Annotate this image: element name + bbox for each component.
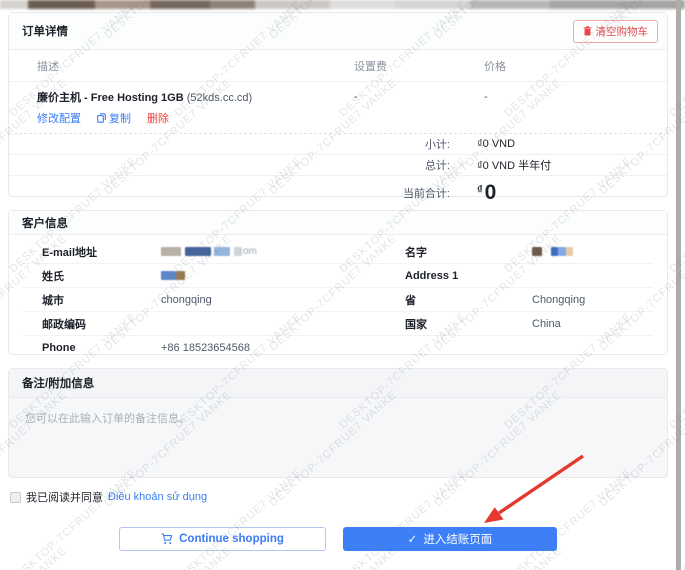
customer-info-card: 客户信息 E-mail地址 om 名字 姓氏 Address 1 城市 chon…	[8, 210, 668, 355]
cart-icon	[161, 533, 173, 544]
column-price: 价格	[484, 60, 506, 73]
order-table-header: 描述 设置费 价格	[9, 50, 667, 82]
product-domain: (52kds.cc.cd)	[186, 91, 253, 104]
checkout-button[interactable]: ✓ 进入结账页面	[343, 527, 557, 551]
delete-link[interactable]: 删除	[147, 113, 169, 125]
customer-info-body: E-mail地址 om 名字 姓氏 Address 1 城市 chongqing…	[9, 235, 667, 359]
country-value: China	[532, 317, 561, 330]
country-label: 国家	[405, 318, 427, 331]
postcode-label: 邮政编码	[42, 318, 86, 331]
lastname-label: 姓氏	[42, 270, 64, 283]
redacted-lastname	[161, 271, 185, 281]
currency-symbol: ₫	[477, 183, 483, 196]
terms-agreement-text: 我已阅读并同意	[26, 492, 103, 504]
customer-row-city-province: 城市 chongqing 省 Chongqing	[23, 288, 653, 312]
check-icon: ✓	[407, 534, 418, 546]
customer-row-phone: Phone +86 18523654568	[23, 336, 653, 359]
order-item-row: 廉价主机 - Free Hosting 1GB (52kds.cc.cd) - …	[9, 82, 667, 107]
customer-row-lastname-address: 姓氏 Address 1	[23, 264, 653, 288]
subtotal-value: ₫0 VND	[477, 138, 516, 150]
phone-value: +86 18523654568	[161, 341, 251, 354]
email-label: E-mail地址	[42, 246, 98, 259]
address1-label: Address 1	[405, 269, 459, 282]
firstname-value	[532, 246, 653, 258]
terms-checkbox[interactable]	[10, 491, 21, 503]
email-value: om	[161, 246, 405, 258]
notes-card-header: 备注/附加信息	[9, 369, 667, 398]
order-card-title: 订单详情	[22, 26, 68, 38]
current-total-row: 当前合计: ₫ 0	[9, 176, 667, 209]
customer-row-postcode-country: 邮政编码 国家 China	[23, 312, 653, 336]
continue-shopping-button[interactable]: Continue shopping	[119, 527, 326, 551]
province-label: 省	[405, 294, 416, 307]
notes-card: 备注/附加信息	[8, 368, 668, 478]
clear-cart-button[interactable]: 清空购物车	[572, 19, 658, 43]
customer-row-email-firstname: E-mail地址 om 名字	[23, 240, 653, 264]
customer-card-title: 客户信息	[22, 217, 68, 230]
notes-card-title: 备注/附加信息	[22, 378, 95, 390]
order-card-header: 订单详情 清空购物车	[9, 13, 667, 50]
item-price: -	[484, 90, 488, 103]
continue-shopping-label: Continue shopping	[179, 533, 284, 545]
current-total-amount: 0	[484, 180, 497, 204]
total-row: 总计: ₫0 VND 半年付	[9, 155, 667, 176]
copy-link[interactable]: 复制	[97, 110, 131, 126]
copy-icon	[97, 113, 106, 123]
clear-cart-label: 清空购物车	[595, 25, 649, 38]
province-value: Chongqing	[532, 293, 586, 306]
trash-icon	[583, 26, 591, 36]
page-top-strip	[0, 0, 685, 9]
checkout-label: 进入结账页面	[423, 534, 493, 546]
redacted-email: om	[161, 246, 257, 257]
terms-agreement-row: 我已阅读并同意 Điều khoản sử dụng	[10, 489, 207, 505]
column-setup-fee: 设置费	[354, 60, 387, 73]
city-label: 城市	[42, 294, 64, 307]
redacted-firstname	[532, 247, 573, 257]
customer-card-header: 客户信息	[9, 211, 667, 235]
total-value: ₫0 VND 半年付	[477, 160, 552, 172]
total-label: 总计:	[424, 160, 450, 172]
lastname-value	[161, 270, 405, 282]
scrollbar[interactable]	[676, 0, 681, 570]
order-details-card: 订单详情 清空购物车 描述 设置费 价格 廉价主机 - Free Hosting…	[8, 12, 668, 203]
city-value: chongqing	[161, 293, 212, 306]
subtotal-label: 小计:	[424, 139, 450, 151]
product-name: 廉价主机 - Free Hosting 1GB (52kds.cc.cd)	[37, 91, 253, 104]
item-actions-row: 修改配置 复制 删除	[9, 107, 667, 134]
current-total-label: 当前合计:	[402, 187, 450, 200]
subtotal-row: 小计: ₫0 VND	[9, 134, 667, 155]
configure-link[interactable]: 修改配置	[37, 113, 81, 125]
phone-label: Phone	[42, 341, 76, 354]
firstname-label: 名字	[405, 246, 427, 259]
current-total-value: ₫ 0	[450, 180, 497, 204]
terms-of-use-link[interactable]: Điều khoản sử dụng	[108, 491, 208, 503]
item-setup-fee: -	[354, 90, 358, 103]
column-description: 描述	[37, 60, 59, 73]
order-notes-textarea[interactable]	[9, 398, 667, 468]
